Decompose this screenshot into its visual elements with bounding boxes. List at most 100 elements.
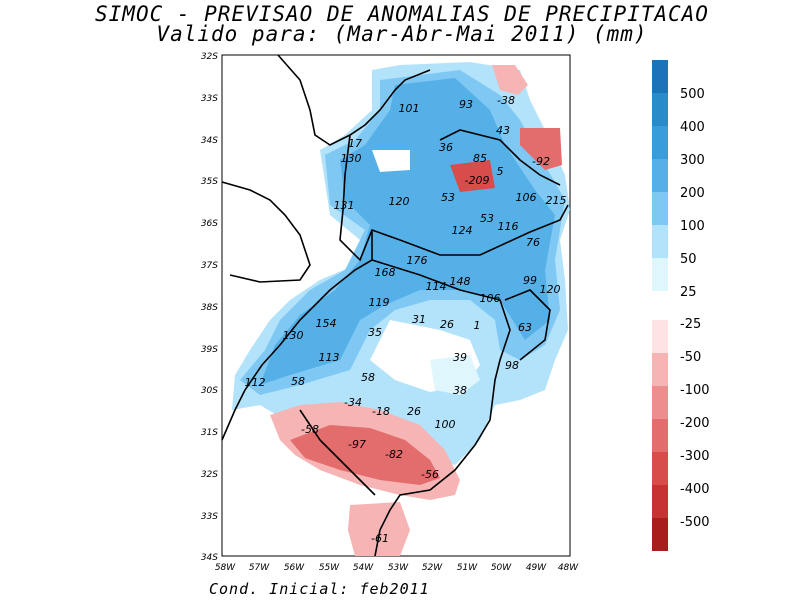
- value-label: 176: [407, 254, 428, 267]
- lat-tick: 32S: [201, 52, 218, 62]
- value-label: 154: [316, 317, 337, 330]
- colorbar-label: -100: [680, 383, 710, 398]
- value-label: 93: [459, 98, 473, 111]
- colorbar-swatch: [652, 518, 668, 551]
- value-label: 17: [348, 137, 362, 150]
- value-label: 38: [453, 384, 467, 397]
- lat-tick: 39S: [201, 345, 218, 355]
- lat-tick: 38S: [201, 303, 218, 313]
- value-label: 98: [505, 359, 519, 372]
- value-label: 26: [407, 405, 421, 418]
- colorbar-label: -300: [680, 449, 710, 464]
- value-label: -92: [532, 155, 550, 168]
- colorbar-label: 400: [680, 120, 705, 135]
- colorbar-label: -50: [680, 350, 701, 365]
- value-label: 43: [496, 124, 510, 137]
- value-label: 112: [245, 376, 266, 389]
- lon-tick: 58W: [215, 563, 236, 573]
- map-title: SIMOC - PREVISAO DE ANOMALIAS DE PRECIPI…: [95, 2, 709, 26]
- lon-tick: 48W: [558, 563, 579, 573]
- longitude-labels: 58W 57W 56W 55W 54W 53W 52W 51W 50W 49W …: [215, 563, 579, 573]
- value-label: 35: [368, 326, 382, 339]
- lon-tick: 51W: [457, 563, 478, 573]
- colorbar-label: -25: [680, 317, 701, 332]
- state-borders: [221, 54, 569, 557]
- value-label: 120: [389, 195, 410, 208]
- value-label: -38: [497, 94, 515, 107]
- value-label: 119: [369, 296, 390, 309]
- value-label: 124: [452, 224, 473, 237]
- value-label: 58: [361, 371, 375, 384]
- value-label: 31: [412, 313, 426, 326]
- colorbar-swatch: [652, 126, 668, 159]
- colorbar: 500 400 300 200 100 50 25 -25 -50 -100 -…: [652, 60, 710, 551]
- value-label: 215: [546, 194, 567, 207]
- colorbar-swatch: [652, 93, 668, 126]
- colorbar-swatch: [652, 192, 668, 225]
- lat-tick: 34S: [201, 136, 218, 146]
- colorbar-label: 500: [680, 87, 705, 102]
- colorbar-label: 50: [680, 252, 697, 267]
- colorbar-swatch: [652, 353, 668, 386]
- colorbar-label: -400: [680, 482, 710, 497]
- colorbar-label: 200: [680, 186, 705, 201]
- map-subtitle: Valido para: (Mar-Abr-Mai 2011) (mm): [156, 22, 648, 46]
- initial-condition-note: Cond. Inicial: feb2011: [209, 580, 430, 598]
- value-label: 120: [540, 283, 561, 296]
- lon-tick: 54W: [353, 563, 374, 573]
- value-label: -56: [421, 468, 439, 481]
- value-label: -58: [301, 423, 319, 436]
- value-label: 5: [497, 165, 504, 178]
- value-label: 114: [426, 280, 447, 293]
- colorbar-label: -200: [680, 416, 710, 431]
- lat-tick: 36S: [201, 219, 218, 229]
- lon-tick: 55W: [319, 563, 340, 573]
- colorbar-swatch: [652, 485, 668, 518]
- value-label: 101: [399, 102, 420, 115]
- value-label: 36: [439, 141, 453, 154]
- value-label: -34: [344, 396, 362, 409]
- colorbar-swatch: [652, 258, 668, 291]
- value-label: 58: [291, 375, 305, 388]
- value-label: 168: [375, 266, 396, 279]
- lon-tick: 53W: [388, 563, 409, 573]
- value-label: 130: [283, 329, 304, 342]
- lon-tick: 56W: [284, 563, 305, 573]
- value-labels: 101 93 -38 43 17 36 85 -92 130 5 -209 53…: [245, 94, 567, 545]
- lat-tick: 31S: [201, 428, 218, 438]
- colorbar-label: 100: [680, 219, 705, 234]
- value-label: -18: [372, 405, 390, 418]
- value-label: 53: [441, 191, 455, 204]
- value-label: 106: [480, 292, 501, 305]
- value-label: 53: [480, 212, 494, 225]
- lat-tick: 35S: [201, 177, 218, 187]
- value-label: 76: [526, 236, 540, 249]
- lat-tick: 32S: [201, 470, 218, 480]
- value-label: 131: [334, 199, 355, 212]
- colorbar-label: 300: [680, 153, 705, 168]
- value-label: -209: [465, 174, 490, 187]
- value-label: 85: [473, 152, 487, 165]
- anomaly-shading: [232, 62, 570, 556]
- lat-tick: 37S: [201, 261, 218, 271]
- value-label: 26: [440, 318, 454, 331]
- lat-tick: 33S: [201, 94, 218, 104]
- latitude-labels: 32S 33S 34S 35S 36S 37S 38S 39S 30S 31S …: [201, 52, 218, 563]
- value-label: 99: [523, 274, 537, 287]
- colorbar-label: -500: [680, 515, 710, 530]
- value-label: 148: [450, 275, 471, 288]
- value-label: 1: [474, 319, 481, 332]
- value-label: 100: [435, 418, 456, 431]
- colorbar-label: 25: [680, 285, 697, 300]
- value-label: 63: [518, 321, 532, 334]
- lon-tick: 52W: [422, 563, 443, 573]
- lon-tick: 50W: [491, 563, 512, 573]
- colorbar-swatch: [652, 159, 668, 192]
- lat-tick: 34S: [201, 553, 218, 563]
- value-label: -97: [348, 438, 366, 451]
- value-label: 116: [498, 220, 519, 233]
- lat-tick: 30S: [201, 386, 218, 396]
- colorbar-swatch: [652, 60, 668, 93]
- colorbar-swatch: [652, 419, 668, 452]
- lat-tick: 33S: [201, 512, 218, 522]
